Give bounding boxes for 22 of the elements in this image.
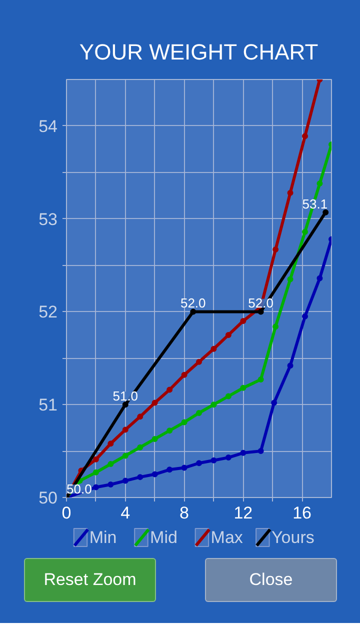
y-tick-label: 51 [38,396,58,415]
y-tick-label: 53 [38,210,58,229]
x-tick-label: 0 [62,504,72,522]
legend-label: Yours [272,528,314,547]
x-tick-label: 16 [292,504,312,522]
data-label: 52.0 [248,296,274,311]
y-tick-label: 52 [38,302,58,322]
x-tick-label: 4 [120,504,130,522]
legend-label: Min [89,528,117,547]
x-tick-label: 12 [234,504,253,522]
legend-label: Mid [150,528,178,547]
data-label: 51.0 [112,388,138,404]
x-tick-label: 8 [180,504,190,522]
data-label: 53.1 [302,196,328,212]
y-tick-label: 50 [38,488,58,508]
chart-title: YOUR WEIGHT CHART [79,40,318,64]
data-label: 50.0 [66,482,92,496]
data-label: 52.0 [180,296,206,311]
text: Reset Zoom [44,568,136,591]
text: Close [249,568,293,591]
y-tick-label: 54 [38,116,58,136]
legend-label: Max [210,528,244,547]
